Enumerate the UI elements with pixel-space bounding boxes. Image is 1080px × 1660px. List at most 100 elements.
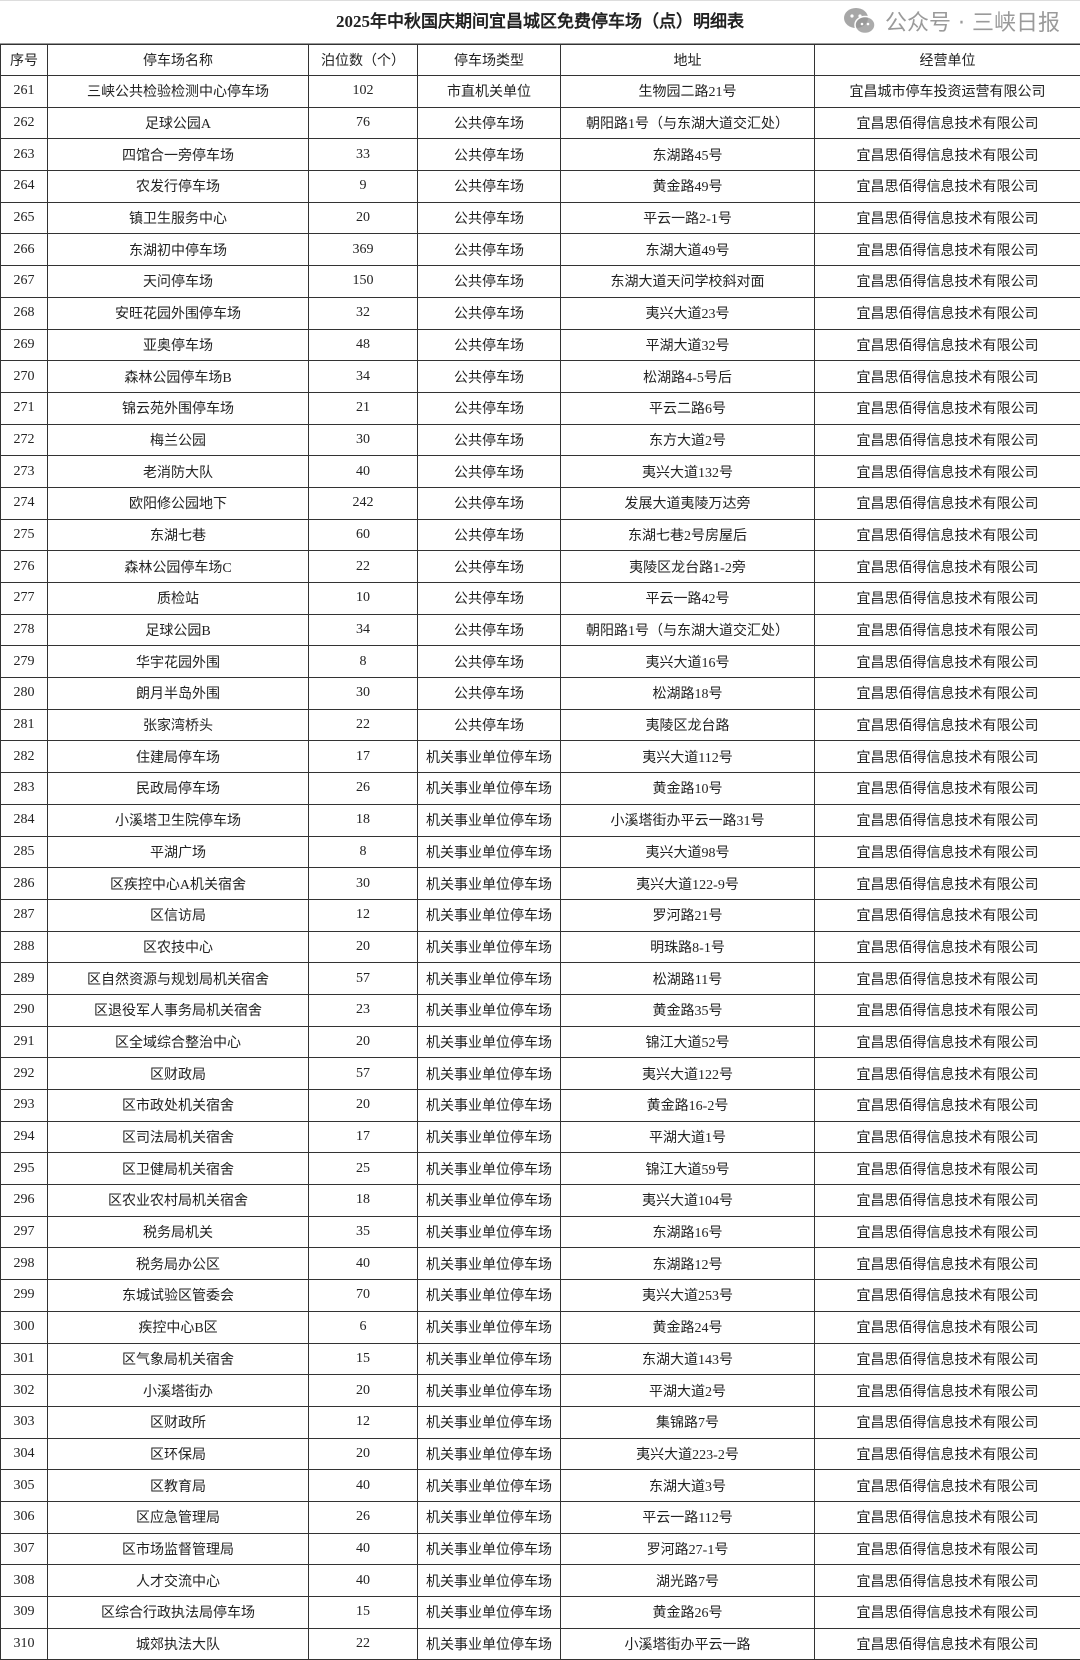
cell-spaces: 20 <box>309 202 418 234</box>
cell-index: 264 <box>1 171 48 203</box>
cell-operator: 宜昌思佰得信息技术有限公司 <box>815 741 1080 773</box>
cell-index: 292 <box>1 1058 48 1090</box>
cell-type: 公共停车场 <box>418 424 561 456</box>
cell-spaces: 23 <box>309 994 418 1026</box>
cell-type: 公共停车场 <box>418 614 561 646</box>
cell-spaces: 70 <box>309 1280 418 1312</box>
cell-type: 机关事业单位停车场 <box>418 1216 561 1248</box>
cell-name: 区市政处机关宿舍 <box>48 1090 309 1122</box>
cell-address: 东方大道2号 <box>561 424 815 456</box>
cell-address: 夷兴大道112号 <box>561 741 815 773</box>
cell-address: 夷兴大道223-2号 <box>561 1438 815 1470</box>
cell-address: 东湖七巷2号房屋后 <box>561 519 815 551</box>
cell-address: 东湖路12号 <box>561 1248 815 1280</box>
cell-address: 小溪塔街办平云一路 <box>561 1628 815 1660</box>
cell-type: 机关事业单位停车场 <box>418 1185 561 1217</box>
cell-index: 263 <box>1 139 48 171</box>
cell-spaces: 40 <box>309 1565 418 1597</box>
cell-address: 平湖大道32号 <box>561 329 815 361</box>
cell-operator: 宜昌思佰得信息技术有限公司 <box>815 1406 1080 1438</box>
cell-index: 273 <box>1 456 48 488</box>
cell-address: 集锦路7号 <box>561 1406 815 1438</box>
cell-address: 夷兴大道253号 <box>561 1280 815 1312</box>
cell-spaces: 15 <box>309 1343 418 1375</box>
cell-address: 东湖路45号 <box>561 139 815 171</box>
cell-spaces: 20 <box>309 1375 418 1407</box>
cell-name: 区财政局 <box>48 1058 309 1090</box>
cell-type: 公共停车场 <box>418 266 561 298</box>
cell-name: 区卫健局机关宿舍 <box>48 1153 309 1185</box>
cell-type: 公共停车场 <box>418 297 561 329</box>
cell-type: 公共停车场 <box>418 551 561 583</box>
cell-index: 268 <box>1 297 48 329</box>
cell-spaces: 15 <box>309 1597 418 1629</box>
cell-operator: 宜昌思佰得信息技术有限公司 <box>815 899 1080 931</box>
cell-type: 机关事业单位停车场 <box>418 1343 561 1375</box>
cell-spaces: 20 <box>309 931 418 963</box>
cell-name: 森林公园停车场B <box>48 361 309 393</box>
cell-name: 人才交流中心 <box>48 1565 309 1597</box>
cell-operator: 宜昌思佰得信息技术有限公司 <box>815 709 1080 741</box>
cell-operator: 宜昌思佰得信息技术有限公司 <box>815 1185 1080 1217</box>
cell-address: 黄金路24号 <box>561 1311 815 1343</box>
cell-index: 287 <box>1 899 48 931</box>
cell-index: 300 <box>1 1311 48 1343</box>
cell-address: 朝阳路1号（与东湖大道交汇处） <box>561 107 815 139</box>
cell-index: 284 <box>1 804 48 836</box>
cell-name: 区农技中心 <box>48 931 309 963</box>
cell-spaces: 10 <box>309 583 418 615</box>
cell-operator: 宜昌思佰得信息技术有限公司 <box>815 424 1080 456</box>
cell-operator: 宜昌思佰得信息技术有限公司 <box>815 931 1080 963</box>
cell-operator: 宜昌思佰得信息技术有限公司 <box>815 1343 1080 1375</box>
cell-name: 安旺花园外围停车场 <box>48 297 309 329</box>
cell-spaces: 30 <box>309 678 418 710</box>
cell-operator: 宜昌思佰得信息技术有限公司 <box>815 1058 1080 1090</box>
cell-spaces: 26 <box>309 773 418 805</box>
cell-operator: 宜昌思佰得信息技术有限公司 <box>815 773 1080 805</box>
cell-spaces: 369 <box>309 234 418 266</box>
cell-address: 夷兴大道122号 <box>561 1058 815 1090</box>
cell-name: 税务局办公区 <box>48 1248 309 1280</box>
cell-name: 区气象局机关宿舍 <box>48 1343 309 1375</box>
cell-type: 机关事业单位停车场 <box>418 1565 561 1597</box>
cell-spaces: 20 <box>309 1438 418 1470</box>
cell-address: 平云一路42号 <box>561 583 815 615</box>
cell-spaces: 22 <box>309 709 418 741</box>
cell-index: 303 <box>1 1406 48 1438</box>
cell-name: 区市场监督管理局 <box>48 1533 309 1565</box>
cell-address: 湖光路7号 <box>561 1565 815 1597</box>
cell-spaces: 21 <box>309 392 418 424</box>
cell-spaces: 26 <box>309 1501 418 1533</box>
cell-index: 266 <box>1 234 48 266</box>
cell-operator: 宜昌思佰得信息技术有限公司 <box>815 107 1080 139</box>
cell-type: 公共停车场 <box>418 171 561 203</box>
cell-index: 274 <box>1 487 48 519</box>
cell-index: 306 <box>1 1501 48 1533</box>
header-address: 地址 <box>561 45 815 76</box>
cell-type: 机关事业单位停车场 <box>418 804 561 836</box>
cell-name: 区司法局机关宿舍 <box>48 1121 309 1153</box>
cell-index: 261 <box>1 76 48 108</box>
cell-name: 税务局机关 <box>48 1216 309 1248</box>
cell-operator: 宜昌思佰得信息技术有限公司 <box>815 139 1080 171</box>
cell-spaces: 8 <box>309 646 418 678</box>
cell-spaces: 32 <box>309 297 418 329</box>
cell-name: 锦云苑外围停车场 <box>48 392 309 424</box>
cell-index: 290 <box>1 994 48 1026</box>
cell-operator: 宜昌思佰得信息技术有限公司 <box>815 1597 1080 1629</box>
cell-type: 机关事业单位停车场 <box>418 1090 561 1122</box>
cell-type: 机关事业单位停车场 <box>418 1280 561 1312</box>
